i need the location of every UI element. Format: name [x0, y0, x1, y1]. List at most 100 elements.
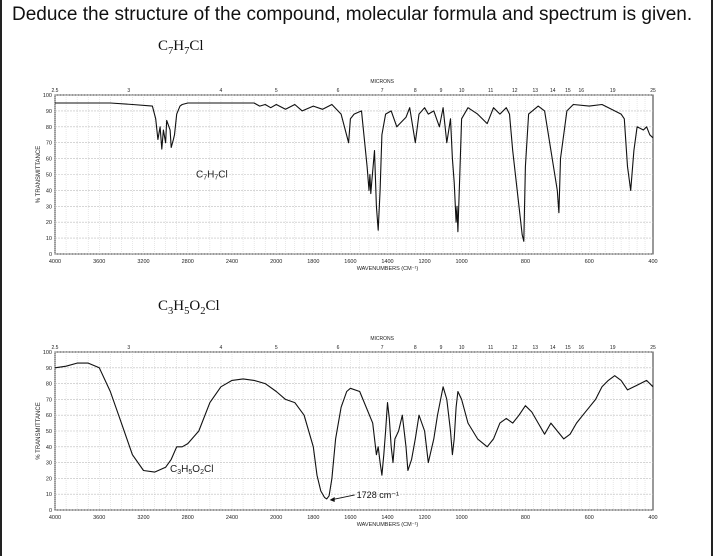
- x-tick-label: 2000: [270, 259, 282, 265]
- y-tick-label: 40: [46, 188, 52, 194]
- x-tick-label: 1400: [381, 259, 393, 265]
- micron-tick-label: 9: [440, 88, 443, 94]
- x-tick-label: 2400: [226, 515, 238, 521]
- y-tick-label: 80: [46, 125, 52, 131]
- top-axis-label: MICRONS: [370, 79, 394, 85]
- x-tick-label: 3200: [137, 515, 149, 521]
- y-tick-label: 80: [46, 382, 52, 388]
- micron-tick-label: 6: [337, 345, 340, 351]
- micron-tick-label: 10: [459, 345, 465, 351]
- micron-tick-label: 5: [275, 88, 278, 94]
- micron-tick-label: 4: [220, 345, 223, 351]
- micron-tick-label: 5: [275, 345, 278, 351]
- micron-tick-label: 8: [414, 88, 417, 94]
- micron-tick-label: 3: [127, 88, 130, 94]
- micron-tick-label: 19: [610, 88, 616, 94]
- y-tick-label: 10: [46, 236, 52, 242]
- micron-tick-label: 14: [550, 345, 556, 351]
- y-tick-label: 0: [49, 252, 52, 258]
- x-tick-label: 400: [648, 259, 657, 265]
- x-tick-label: 3600: [93, 259, 105, 265]
- y-tick-label: 60: [46, 157, 52, 163]
- micron-tick-label: 7: [381, 345, 384, 351]
- y-tick-label: 0: [49, 508, 52, 514]
- annotation-arrowhead: [329, 496, 335, 502]
- micron-tick-label: 4: [220, 88, 223, 94]
- spectrum-line: [54, 362, 654, 500]
- micron-tick-label: 15: [565, 88, 571, 94]
- x-tick-label: 4000: [49, 259, 61, 265]
- spectrum-inset-label: C7H7Cl: [196, 170, 228, 182]
- micron-tick-label: 16: [578, 88, 584, 94]
- y-tick-label: 70: [46, 141, 52, 147]
- y-tick-label: 90: [46, 366, 52, 372]
- micron-tick-label: 25: [650, 345, 656, 351]
- y-tick-label: 60: [46, 413, 52, 419]
- x-axis-label: WAVENUMBERS (CM⁻¹): [357, 522, 419, 528]
- x-tick-label: 600: [585, 259, 594, 265]
- spectrum-inset-label: C3H5O2Cl: [170, 464, 213, 476]
- x-tick-label: 1400: [381, 515, 393, 521]
- x-tick-label: 2800: [182, 515, 194, 521]
- y-axis-label: % TRANSMITTANCE: [36, 146, 42, 203]
- y-tick-label: 30: [46, 461, 52, 467]
- y-tick-label: 20: [46, 220, 52, 226]
- x-tick-label: 2800: [182, 259, 194, 265]
- micron-tick-label: 10: [459, 88, 465, 94]
- page-left-border: [0, 0, 2, 556]
- micron-tick-label: 11: [488, 88, 493, 94]
- x-tick-label: 2000: [270, 515, 282, 521]
- y-tick-label: 100: [43, 93, 52, 99]
- y-tick-label: 90: [46, 109, 52, 115]
- x-tick-label: 800: [521, 259, 530, 265]
- top-axis-label: MICRONS: [370, 336, 394, 342]
- x-tick-label: 800: [521, 515, 530, 521]
- micron-tick-label: 15: [565, 345, 571, 351]
- annotation-label: 1728 cm⁻¹: [357, 490, 399, 500]
- x-tick-label: 2400: [226, 259, 238, 265]
- x-tick-label: 1800: [307, 259, 319, 265]
- y-tick-label: 10: [46, 492, 52, 498]
- y-tick-label: 30: [46, 204, 52, 210]
- micron-tick-label: 9: [440, 345, 443, 351]
- y-axis-label: % TRANSMITTANCE: [36, 402, 42, 459]
- micron-tick-label: 7: [381, 88, 384, 94]
- micron-tick-label: 11: [488, 345, 493, 351]
- micron-tick-label: 8: [414, 345, 417, 351]
- formula-label-2: C3H5O2Cl: [158, 298, 220, 317]
- x-tick-label: 1000: [456, 259, 468, 265]
- x-tick-label: 1200: [418, 515, 430, 521]
- x-tick-label: 600: [585, 515, 594, 521]
- y-tick-label: 20: [46, 476, 52, 482]
- micron-tick-label: 25: [650, 88, 656, 94]
- micron-tick-label: 3: [127, 345, 130, 351]
- micron-tick-label: 12: [512, 88, 518, 94]
- x-tick-label: 4000: [49, 515, 61, 521]
- micron-tick-label: 12: [512, 345, 518, 351]
- micron-tick-label: 14: [550, 88, 556, 94]
- micron-tick-label: 6: [337, 88, 340, 94]
- y-tick-label: 50: [46, 173, 52, 179]
- micron-tick-label: 13: [532, 88, 538, 94]
- page-right-border: [711, 0, 713, 556]
- micron-tick-label: 13: [532, 345, 538, 351]
- formula-label-1: C7H7Cl: [158, 38, 204, 57]
- y-tick-label: 70: [46, 397, 52, 403]
- spectrum-line: [55, 102, 654, 242]
- x-tick-label: 1800: [307, 515, 319, 521]
- x-tick-label: 1000: [456, 515, 468, 521]
- micron-tick-label: 2.5: [52, 88, 59, 94]
- x-tick-label: 3600: [93, 515, 105, 521]
- x-tick-label: 1600: [344, 515, 356, 521]
- x-tick-label: 1200: [418, 259, 430, 265]
- x-tick-label: 400: [648, 515, 657, 521]
- question-text: Deduce the structure of the compound, mo…: [12, 4, 693, 25]
- x-tick-label: 1600: [344, 259, 356, 265]
- micron-tick-label: 19: [610, 345, 616, 351]
- micron-tick-label: 16: [578, 345, 584, 351]
- x-axis-label: WAVENUMBERS (CM⁻¹): [357, 266, 419, 272]
- x-tick-label: 3200: [137, 259, 149, 265]
- y-tick-label: 40: [46, 445, 52, 451]
